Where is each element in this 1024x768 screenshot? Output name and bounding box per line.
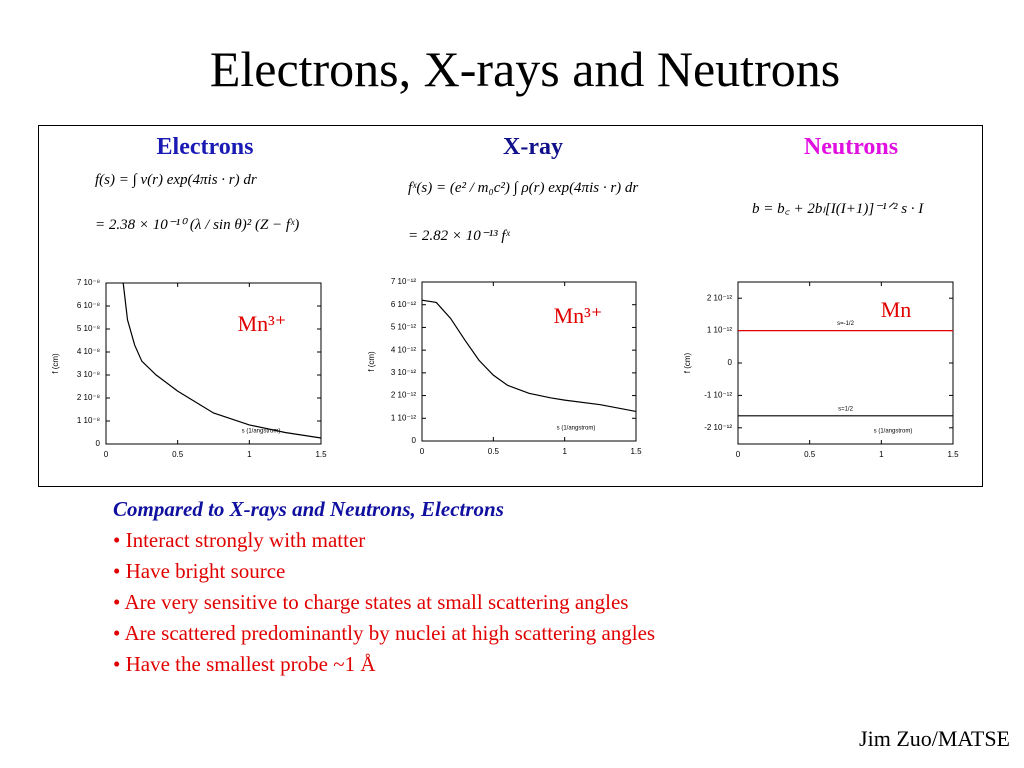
data-line bbox=[421, 299, 637, 413]
x-tick-label: 0 bbox=[736, 450, 741, 459]
x-axis-label: s (1/angstrom) bbox=[242, 429, 281, 435]
x-tick-label: 1.5 bbox=[947, 450, 959, 459]
y-tick-label: 5 10⁻⁸ bbox=[77, 324, 100, 333]
y-tick-label: 1 10⁻¹² bbox=[707, 326, 732, 335]
figure-frame bbox=[38, 125, 983, 487]
y-tick-label: 5 10⁻¹² bbox=[391, 323, 416, 332]
y-tick-label: 1 10⁻¹² bbox=[391, 413, 416, 422]
annotation: Mn³⁺ bbox=[554, 303, 603, 328]
y-tick-label: 6 10⁻¹² bbox=[391, 300, 416, 309]
bullet: • Have the smallest probe ~1 Å bbox=[113, 652, 376, 676]
x-tick-label: 0.5 bbox=[804, 450, 816, 459]
notes: Compared to X-rays and Neutrons, Electro… bbox=[113, 494, 713, 680]
y-tick-label: 7 10⁻⁸ bbox=[77, 278, 100, 287]
bullet: • Have bright source bbox=[113, 559, 286, 583]
y-tick-label: 7 10⁻¹² bbox=[391, 277, 416, 286]
formula: = 2.82 × 10⁻¹³ fˣ bbox=[408, 228, 510, 244]
y-tick-label: 3 10⁻⁸ bbox=[77, 370, 100, 379]
y-tick-label: -2 10⁻¹² bbox=[704, 423, 732, 432]
x-axis-label: s (1/angstrom) bbox=[557, 426, 596, 432]
x-tick-label: 1 bbox=[879, 450, 884, 459]
y-axis-label: f (cm) bbox=[683, 352, 692, 373]
series-label: s=-1/2 bbox=[837, 321, 855, 327]
formula: b = b꜀ + 2bₗ[I(I+1)]⁻¹ᐟ² s · I bbox=[752, 201, 924, 217]
panel-heading: Neutrons bbox=[803, 134, 899, 160]
data-line bbox=[122, 282, 322, 439]
y-tick-label: 0 bbox=[412, 436, 417, 445]
x-tick-label: 0.5 bbox=[488, 447, 500, 456]
formula: f(s) = ∫ v(r) exp(4πis · r) dr bbox=[95, 172, 257, 188]
y-tick-label: 2 10⁻⁸ bbox=[77, 393, 100, 402]
y-tick-label: 1 10⁻⁸ bbox=[77, 416, 100, 425]
x-tick-label: 1.5 bbox=[315, 450, 327, 459]
y-tick-label: 4 10⁻¹² bbox=[391, 345, 416, 354]
y-axis-label: f (cm) bbox=[51, 353, 60, 374]
y-tick-label: 3 10⁻¹² bbox=[391, 368, 416, 377]
formula: = 2.38 × 10⁻¹⁰ (λ / sin θ)² (Z − fˣ) bbox=[95, 217, 300, 233]
panel-heading: Electrons bbox=[156, 134, 254, 160]
series-label: s=1/2 bbox=[838, 406, 854, 412]
annotation: Mn bbox=[881, 297, 912, 322]
plot-frame bbox=[737, 281, 954, 445]
y-tick-label: 4 10⁻⁸ bbox=[77, 347, 100, 356]
footer: Jim Zuo/MATSE bbox=[859, 726, 1010, 751]
y-axis-label: f (cm) bbox=[367, 351, 376, 372]
plot-frame bbox=[421, 281, 637, 442]
bullet: • Interact strongly with matter bbox=[113, 528, 366, 552]
x-tick-label: 0 bbox=[104, 450, 109, 459]
bullet: • Are very sensitive to charge states at… bbox=[113, 590, 629, 614]
y-tick-label: -1 10⁻¹² bbox=[704, 391, 732, 400]
x-axis-label: s (1/angstrom) bbox=[874, 429, 913, 435]
x-tick-label: 1 bbox=[562, 447, 567, 456]
annotation: Mn³⁺ bbox=[238, 311, 287, 336]
x-tick-label: 1 bbox=[247, 450, 252, 459]
panel-heading: X-ray bbox=[503, 134, 563, 160]
notes-heading: Compared to X-rays and Neutrons, Electro… bbox=[113, 497, 504, 521]
x-tick-label: 0 bbox=[420, 447, 425, 456]
y-tick-label: 0 bbox=[728, 358, 733, 367]
bullet: • Are scattered predominantly by nuclei … bbox=[113, 621, 656, 645]
formula: fˣ(s) = (e² / m₀c²) ∫ ρ(r) exp(4πis · r)… bbox=[408, 180, 639, 196]
x-tick-label: 0.5 bbox=[172, 450, 184, 459]
y-tick-label: 2 10⁻¹² bbox=[707, 293, 732, 302]
x-tick-label: 1.5 bbox=[630, 447, 642, 456]
y-tick-label: 6 10⁻⁸ bbox=[77, 301, 100, 310]
title: Electrons, X-rays and Neutrons bbox=[209, 41, 841, 97]
y-tick-label: 2 10⁻¹² bbox=[391, 391, 416, 400]
y-tick-label: 0 bbox=[96, 439, 101, 448]
plot-frame bbox=[105, 282, 322, 445]
